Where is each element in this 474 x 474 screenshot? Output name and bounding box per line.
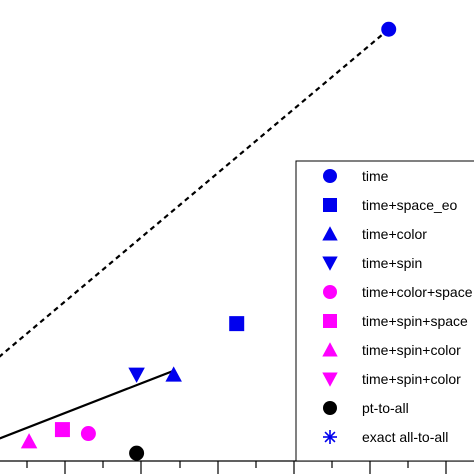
- point-circle-8-0: [129, 445, 145, 461]
- x-axis: [0, 460, 474, 474]
- legend-label: time+spin+color: [362, 342, 461, 358]
- fit-lines: [0, 28, 390, 440]
- legend-entry: time+color: [322, 226, 427, 242]
- legend-marker-square: [323, 198, 337, 212]
- legend-label: time+color+space: [362, 284, 473, 300]
- legend-entry: pt-to-all: [323, 400, 409, 416]
- legend-marker-asterisk: [323, 430, 337, 444]
- fit-line-solid-1: [0, 369, 175, 440]
- legend-label: exact all-to-all: [362, 429, 448, 445]
- legend-label: time+spin+color: [362, 371, 461, 387]
- legend-marker-triangle-up: [322, 342, 338, 357]
- legend-marker-circle: [323, 169, 337, 183]
- legend-marker-triangle-down: [322, 256, 338, 271]
- point-circle-0-0: [381, 21, 397, 37]
- legend-label: time+spin+space: [362, 313, 468, 329]
- legend-label: time+color: [362, 226, 427, 242]
- legend-entry: time+space_eo: [323, 197, 458, 213]
- legend-entry: time+spin+color: [322, 371, 461, 387]
- legend-label: time+spin: [362, 255, 422, 271]
- point-circle-4-0: [80, 426, 96, 442]
- legend-entry: exact all-to-all: [323, 429, 448, 445]
- legend-marker-circle: [323, 401, 337, 415]
- legend-label: time+space_eo: [362, 197, 458, 213]
- legend-entry: time+spin: [322, 255, 422, 271]
- legend-marker-circle: [323, 285, 337, 299]
- legend-entry: time+spin+space: [323, 313, 468, 329]
- legend-label: time: [362, 168, 389, 184]
- legend-marker-triangle-down: [322, 372, 338, 387]
- data-points: [0, 21, 397, 461]
- legend: time time+space_eo time+color time+spin time…: [295, 160, 474, 462]
- legend-label: pt-to-all: [362, 400, 409, 416]
- legend-marker-triangle-up: [322, 226, 338, 241]
- point-triangle-up-2-0: [165, 366, 182, 382]
- point-square-1-0: [229, 316, 245, 332]
- point-square-5-0: [54, 422, 70, 438]
- legend-entry: time+spin+color: [322, 342, 461, 358]
- point-triangle-up-6-0: [20, 433, 38, 449]
- point-triangle-down-3-0: [128, 367, 145, 383]
- legend-entry: time: [323, 168, 389, 184]
- legend-marker-square: [323, 314, 337, 328]
- legend-entry: time+color+space: [323, 284, 473, 300]
